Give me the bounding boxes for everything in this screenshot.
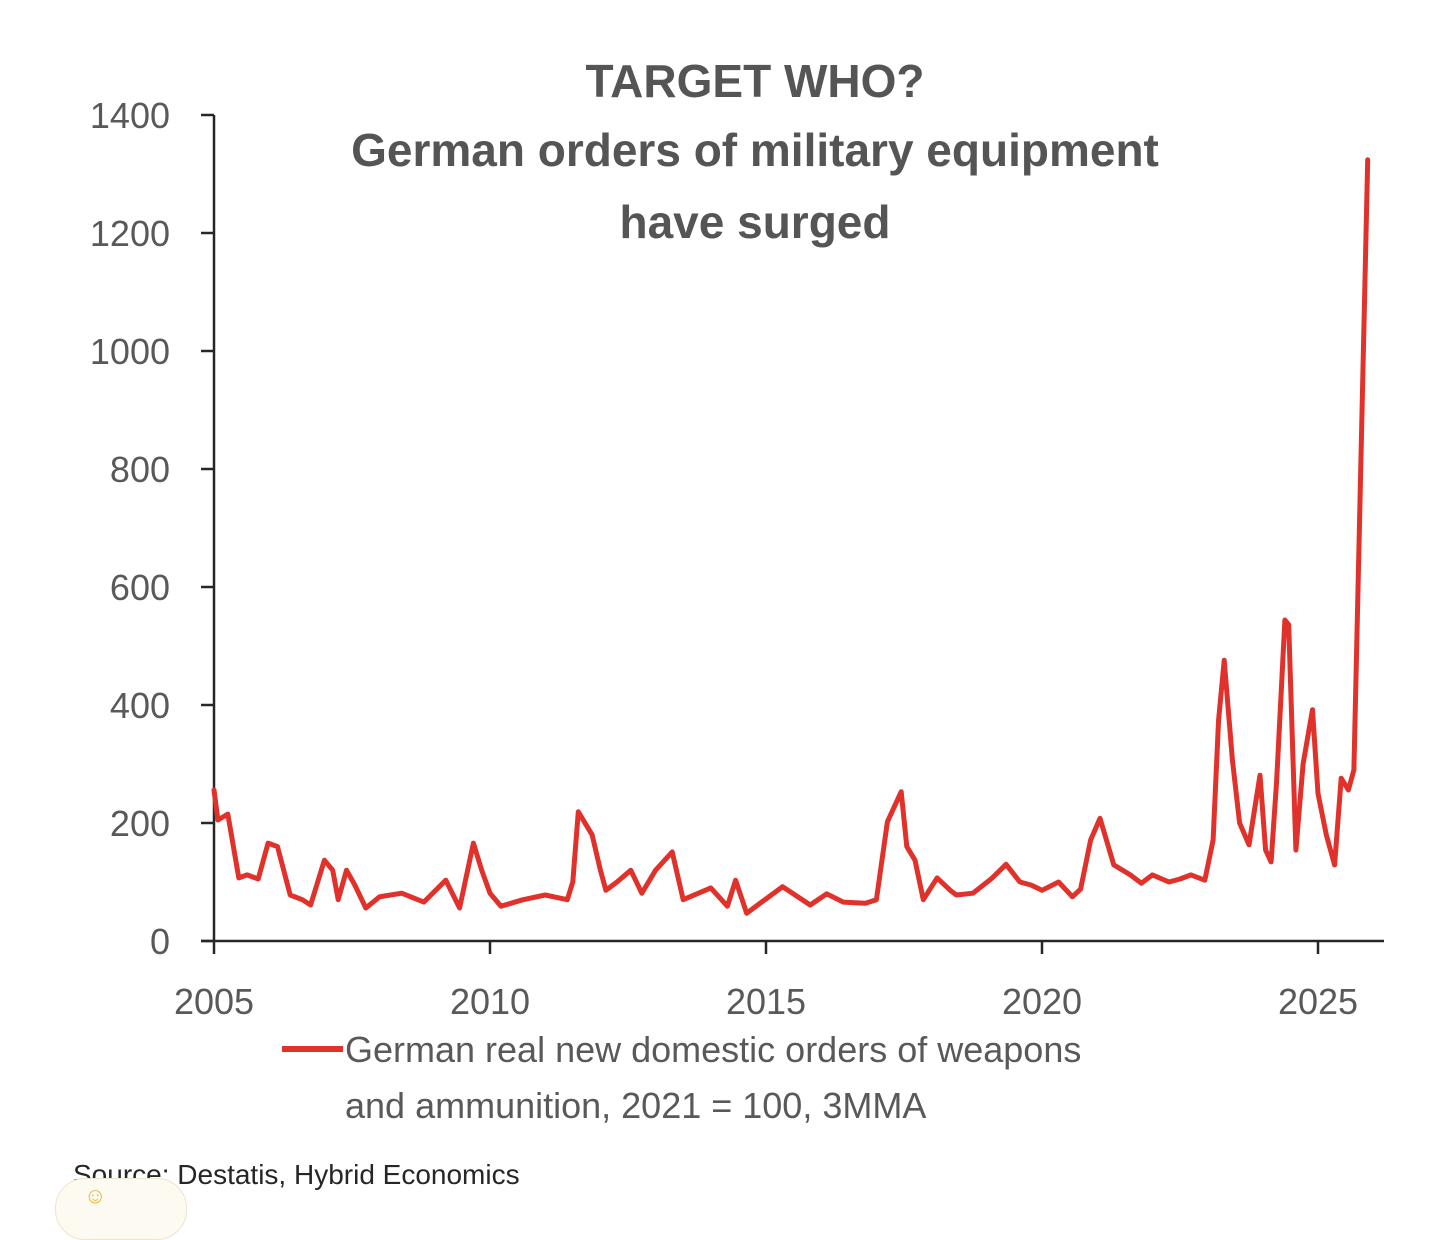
x-tick-label: 2005 [174,981,254,1022]
title-line-2: German orders of military equipment [351,124,1159,176]
emoji-icon: ☺ [84,1183,107,1208]
series-line [211,157,1371,916]
y-axis: 0 200 400 600 800 1000 1200 1400 [90,95,216,962]
x-tick-label: 2025 [1278,981,1358,1022]
x-tick-label: 2020 [1002,981,1082,1022]
title-line-1: TARGET WHO? [586,55,925,107]
legend: German real new domestic orders of weapo… [282,1029,1081,1126]
chart-title: TARGET WHO? German orders of military eq… [351,55,1159,248]
y-tick-label: 200 [110,803,170,844]
legend-label-line-2: and ammunition, 2021 = 100, 3MMA [345,1085,926,1126]
y-tick-label: 0 [150,921,170,962]
y-tick-label: 400 [110,685,170,726]
x-axis: 2005 2010 2015 2020 2025 [174,939,1384,1022]
y-tick-label: 1400 [90,95,170,136]
title-line-3: have surged [620,196,891,248]
legend-label-line-1: German real new domestic orders of weapo… [345,1029,1081,1070]
x-tick-label: 2010 [450,981,530,1022]
plot-area [211,157,1371,916]
y-tick-label: 1200 [90,213,170,254]
y-tick-label: 1000 [90,331,170,372]
x-tick-label: 2015 [726,981,806,1022]
chart: TARGET WHO? German orders of military eq… [73,55,1384,1190]
reaction-bubble[interactable]: ☺ [55,1178,187,1240]
y-tick-label: 800 [110,449,170,490]
y-tick-label: 600 [110,567,170,608]
